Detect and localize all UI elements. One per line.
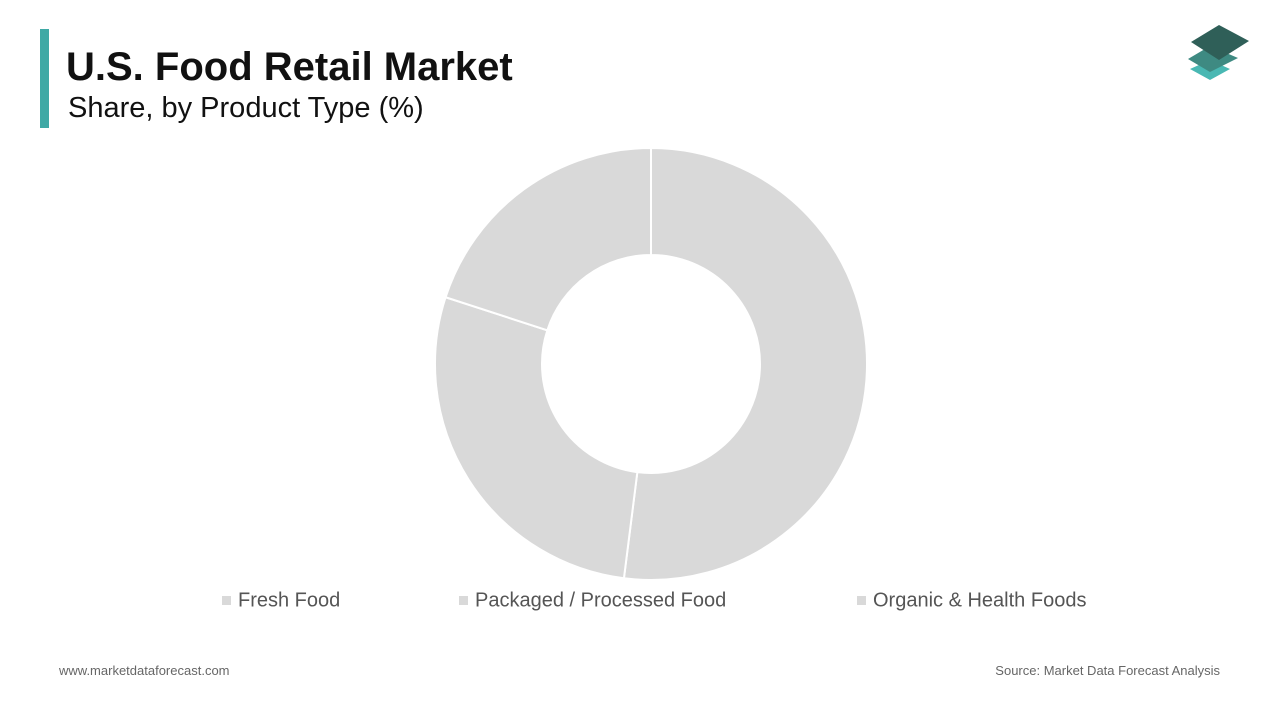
donut-segment: [622, 146, 868, 581]
legend-marker: [222, 596, 231, 605]
website: www.marketdataforecast.com: [58, 663, 230, 678]
donut: [434, 146, 868, 581]
title-accent: [40, 29, 49, 128]
legend-label: Fresh Food: [238, 589, 340, 611]
legend-label: Organic & Health Foods: [873, 589, 1086, 611]
donut-segment: [434, 295, 639, 580]
legend-label: Packaged / Processed Food: [475, 589, 726, 611]
legend: Fresh Food Packaged / Processed Food Organ…: [222, 589, 1086, 611]
logo: [1188, 25, 1249, 80]
chart-title: U.S. Food Retail Market: [66, 45, 513, 89]
donut-segment: [444, 146, 652, 332]
chart-subtitle: Share, by Product Type (%): [68, 92, 424, 124]
legend-marker: [857, 596, 866, 605]
legend-marker: [459, 596, 468, 605]
source: Source: Market Data Forecast Analysis: [995, 663, 1220, 678]
